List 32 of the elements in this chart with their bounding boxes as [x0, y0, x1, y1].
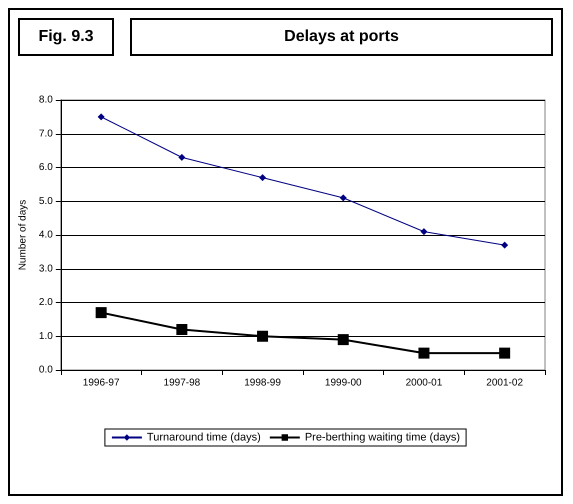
point [420, 228, 428, 236]
y-tick-label: 4.0 [38, 230, 54, 240]
y-tick-label: 7.0 [38, 128, 54, 140]
y-axis-title: Number of days [18, 200, 28, 270]
point [98, 113, 105, 120]
point [178, 154, 186, 161]
point [338, 334, 349, 346]
y-tick-label: 2.0 [38, 297, 54, 308]
y-tick-label: 1.0 [38, 330, 54, 342]
point [418, 348, 430, 359]
point [259, 174, 266, 182]
point [340, 194, 347, 202]
x-tick-label: 2001-02 [486, 378, 524, 388]
y-tick-label: 6.0 [38, 162, 54, 173]
chart-title: Delays at ports [130, 18, 553, 56]
x-tick-label: 1999-00 [324, 378, 362, 388]
y-tick-label: 3.0 [38, 263, 54, 274]
x-tick-label: 1996-97 [82, 378, 120, 388]
y-tick-label: 8.0 [38, 94, 54, 106]
point [176, 324, 188, 335]
legend-label: Pre-berthing waiting time (days) [304, 432, 460, 444]
y-tick-label: 0.0 [38, 364, 54, 376]
y-tick-label: 5.0 [38, 196, 54, 207]
caption: Fig. 9.3 [18, 18, 114, 56]
point [257, 330, 268, 342]
point [501, 242, 508, 249]
point [499, 348, 510, 359]
x-tick-label: 2000-01 [406, 378, 443, 388]
x-tick-label: 1997-98 [164, 378, 201, 388]
legend-label: Turnaround time (days) [146, 432, 261, 444]
point [96, 307, 107, 318]
x-tick-label: 1998-99 [244, 378, 282, 388]
